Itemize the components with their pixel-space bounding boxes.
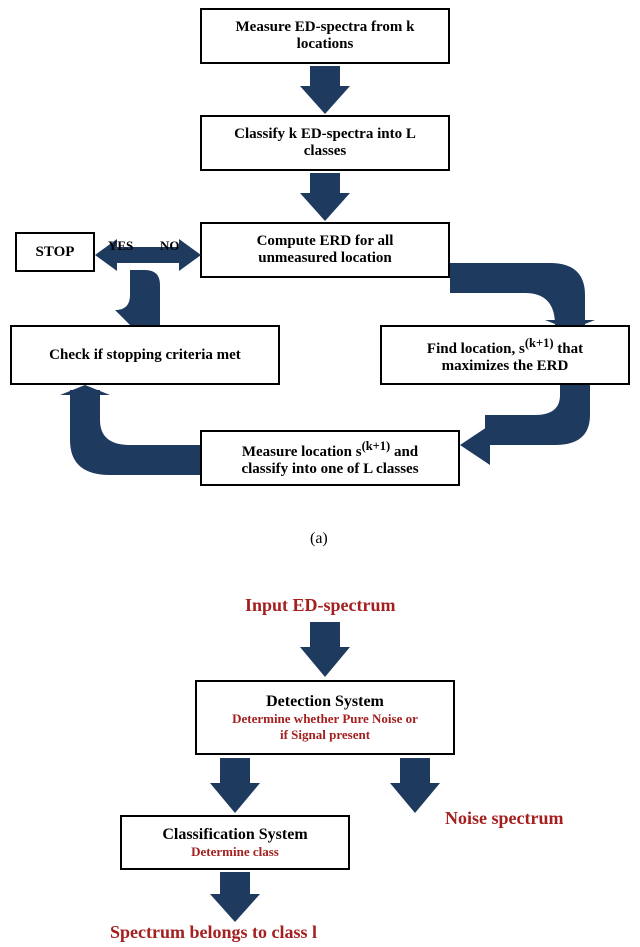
arrow-measure-classify (300, 66, 350, 114)
node-compute: Compute ERD for all unmeasured location (200, 222, 450, 278)
arrow-input-detection (300, 622, 350, 677)
arrow-check-up (110, 270, 180, 330)
detection-sub2: if Signal present (280, 727, 370, 743)
find-l1-post: that (554, 341, 584, 357)
arrow-detection-left (210, 758, 260, 813)
ml-l1-sup: (k+1) (362, 439, 391, 453)
detection-sub1: Determine whether Pure Noise or (232, 711, 418, 727)
node-measure: Measure ED-spectra from k locations (200, 8, 450, 64)
node-classify-line2: classes (304, 143, 347, 160)
node-measureloc-line1: Measure location s(k+1) and (242, 439, 418, 461)
ml-l1-post: and (390, 444, 418, 460)
find-l1-sup: (k+1) (525, 336, 554, 350)
arrow-measureloc-check (55, 380, 205, 475)
detection-title: Detection System (266, 693, 384, 711)
node-compute-line1: Compute ERD for all (257, 233, 394, 250)
arrow-classification-out (210, 872, 260, 922)
node-check: Check if stopping criteria met (10, 325, 280, 385)
classification-title: Classification System (162, 826, 307, 844)
node-classify-line1: Classify k ED-spectra into L (234, 126, 416, 143)
belongs-label: Spectrum belongs to class l (110, 922, 317, 943)
diagram-container: Measure ED-spectra from k locations Clas… (0, 0, 640, 947)
caption-a: (a) (310, 530, 328, 548)
noise-spectrum-label: Noise spectrum (445, 808, 563, 829)
node-stop-text: STOP (36, 244, 75, 261)
arrow-detection-right (390, 758, 440, 813)
node-check-text: Check if stopping criteria met (49, 347, 241, 364)
arrow-find-measureloc (455, 385, 625, 470)
arrow-compute-find (450, 235, 620, 330)
node-classification: Classification System Determine class (120, 815, 350, 870)
node-find-line2: maximizes the ERD (442, 358, 569, 375)
node-compute-line2: unmeasured location (258, 250, 391, 267)
yes-label: YES (108, 238, 133, 254)
classification-sub: Determine class (191, 844, 279, 860)
node-stop: STOP (15, 232, 95, 272)
node-detection: Detection System Determine whether Pure … (195, 680, 455, 755)
find-l1-pre: Find location, s (427, 341, 525, 357)
node-measure-line1: Measure ED-spectra from k (236, 19, 415, 36)
input-spectrum-label: Input ED-spectrum (245, 595, 396, 616)
node-measure-loc: Measure location s(k+1) and classify int… (200, 430, 460, 486)
ml-l1-pre: Measure location s (242, 444, 362, 460)
arrow-classify-compute (300, 173, 350, 221)
node-measure-line2: locations (297, 36, 354, 53)
node-find: Find location, s(k+1) that maximizes the… (380, 325, 630, 385)
node-find-line1: Find location, s(k+1) that (427, 336, 583, 358)
node-measureloc-line2: classify into one of L classes (241, 461, 418, 478)
node-classify: Classify k ED-spectra into L classes (200, 115, 450, 171)
no-label: NO (160, 238, 180, 254)
